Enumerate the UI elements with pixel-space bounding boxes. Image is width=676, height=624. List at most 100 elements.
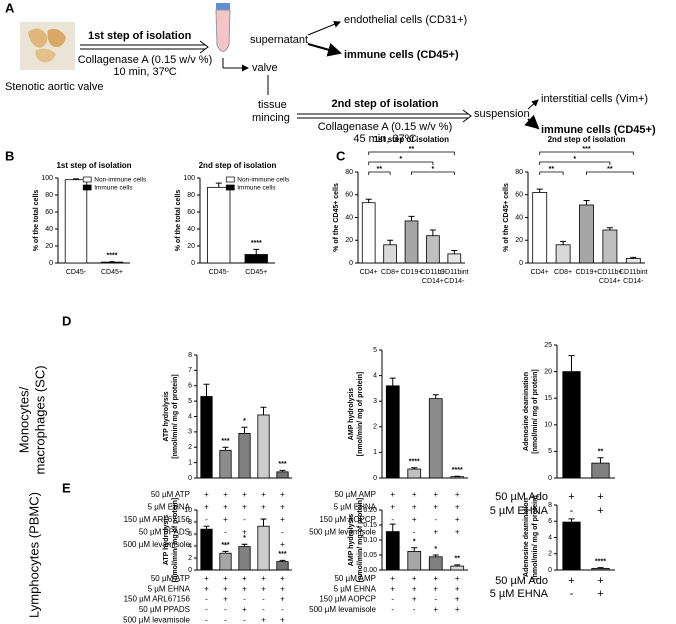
- condition-mark: +: [242, 574, 247, 583]
- x-tick-label: CD4+: [531, 269, 549, 276]
- significance: *: [243, 418, 246, 425]
- label: immune cells (CD45+): [344, 49, 459, 61]
- bar: [404, 220, 419, 264]
- error-bar: [568, 518, 575, 523]
- y-tick-label: 5: [548, 448, 552, 455]
- y-tick-label: 4: [188, 413, 192, 420]
- condition-mark: -: [413, 528, 416, 537]
- bar: [244, 254, 268, 264]
- condition-mark: +: [280, 540, 285, 549]
- bracket-label: **: [607, 166, 613, 173]
- error-bar: [432, 554, 439, 557]
- tube: [215, 3, 231, 52]
- legend-label: Non-immune cells: [94, 177, 147, 184]
- x-tick-label: CD4+: [360, 269, 378, 276]
- condition-mark: +: [223, 490, 228, 499]
- condition-label: 50 µM ATP: [151, 490, 190, 499]
- arrow: [524, 114, 540, 130]
- y-tick-label: 4: [373, 372, 377, 379]
- condition-mark: +: [433, 490, 438, 499]
- bar: [276, 471, 289, 479]
- bar: [532, 192, 548, 264]
- y-tick-label: 2: [188, 555, 192, 562]
- y-tick-label: 1: [373, 449, 377, 456]
- row-label: Lymphocytes (PBMC): [26, 492, 41, 618]
- y-tick-label: 20: [544, 368, 552, 375]
- condition-mark: +: [242, 584, 247, 593]
- arrow: [527, 99, 539, 110]
- y-tick-label: 20: [515, 237, 523, 244]
- error-bar: [260, 406, 267, 415]
- chart-title: 1st step of isolation: [56, 161, 131, 170]
- significance: ***: [278, 551, 286, 558]
- condition-mark: +: [412, 515, 417, 524]
- y-tick-label: 3: [188, 429, 192, 436]
- panel-label: D: [62, 313, 71, 328]
- error-bar: [432, 394, 439, 399]
- significance: *: [243, 535, 246, 542]
- condition-mark: +: [455, 595, 460, 604]
- y-tick-label: 40: [515, 214, 523, 221]
- condition-label: 150 µM AOPCP: [319, 515, 376, 524]
- error-bar: [73, 178, 79, 180]
- bar: [625, 258, 641, 264]
- error-bar: [560, 240, 567, 245]
- y-tick-label: 0: [188, 567, 192, 574]
- y-tick-label: 80: [515, 169, 523, 176]
- condition-mark: -: [224, 540, 227, 549]
- caption: Stenotic aortic valve: [5, 81, 103, 93]
- x-tick-label: CD11b+: [597, 269, 622, 276]
- bar: [385, 385, 400, 479]
- condition-mark: -: [205, 605, 208, 614]
- x-tick-label: CD14-: [444, 278, 465, 285]
- significance: ****: [452, 467, 463, 474]
- legend-label: Immune cells: [94, 185, 133, 192]
- bar: [200, 396, 213, 479]
- error-bar: [429, 229, 436, 236]
- label: supernatant: [250, 34, 308, 46]
- condition-label: 5 µM EHNA: [148, 503, 191, 512]
- error-bar: [222, 550, 229, 554]
- y-tick-label: 0.20: [363, 507, 377, 514]
- y-axis-label: [nmol/min/ mg of protein]: [172, 498, 179, 582]
- error-bar: [387, 239, 394, 245]
- step-time: 45 min, 37ºC: [353, 133, 416, 145]
- y-tick-label: 100: [183, 175, 195, 182]
- condition-mark: +: [223, 503, 228, 512]
- error-bar: [454, 475, 461, 477]
- error-bar: [279, 559, 286, 562]
- bracket: [539, 161, 611, 165]
- y-tick-label: 5: [373, 347, 377, 354]
- label: immune cells (CD45+): [541, 124, 656, 136]
- condition-mark: +: [433, 503, 438, 512]
- condition-mark: -: [391, 595, 394, 604]
- y-tick-label: 6: [548, 518, 552, 525]
- significance: ***: [221, 542, 229, 549]
- significance: ****: [107, 253, 118, 260]
- double-arrow: [80, 40, 209, 54]
- x-tick-label: CD11bint: [619, 269, 648, 276]
- valve-photo: [20, 22, 75, 70]
- condition-mark: +: [280, 490, 285, 499]
- condition-mark: +: [223, 574, 228, 583]
- y-tick-label: 8: [188, 352, 192, 359]
- panel-label: A: [5, 0, 15, 15]
- y-tick-label: 20: [187, 243, 195, 250]
- condition-mark: +: [242, 528, 247, 537]
- error-bar: [260, 518, 267, 527]
- condition-mark: +: [412, 574, 417, 583]
- step-title: 1st step of isolation: [88, 30, 192, 42]
- y-axis-label: ATP hydrolysis: [163, 391, 170, 441]
- panel-label: B: [5, 148, 14, 163]
- label: interstitial cells (Vim+): [541, 93, 648, 105]
- condition-mark: +: [597, 588, 603, 600]
- condition-mark: -: [262, 595, 265, 604]
- label: tissue: [258, 99, 287, 111]
- condition-mark: -: [243, 615, 246, 624]
- error-bar: [222, 446, 229, 451]
- bracket: [539, 171, 564, 175]
- condition-label: 50 µM PPADS: [139, 528, 190, 537]
- condition-label: 5 µM EHNA: [334, 503, 377, 512]
- condition-mark: +: [433, 584, 438, 593]
